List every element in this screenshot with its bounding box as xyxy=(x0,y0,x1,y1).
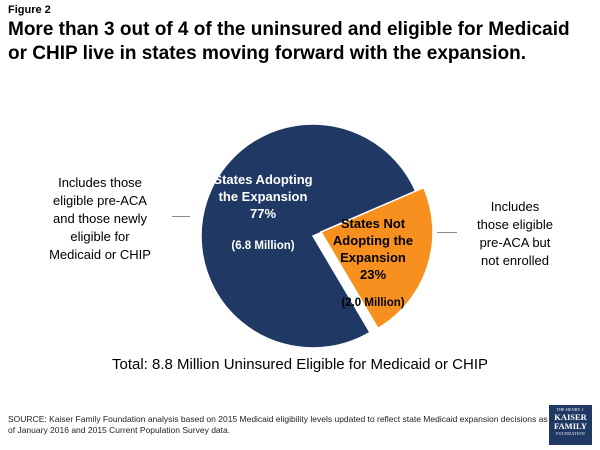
leader-line-left xyxy=(172,216,190,217)
annotation-right-line-3: pre-ACA but xyxy=(479,235,551,250)
logo-line-1: KAISER xyxy=(554,412,587,422)
annotation-right-line-2: those eligible xyxy=(477,217,553,232)
slice-2-count-label: (2.0 Million) xyxy=(341,297,404,309)
source-note: SOURCE: Kaiser Family Foundation analysi… xyxy=(8,414,548,435)
slice-1-label-line-1: States Adopting xyxy=(213,172,312,187)
annotation-left-line-4: eligible for xyxy=(70,229,130,244)
logo-line-2: FAMILY xyxy=(553,421,588,431)
logo-bottom-text: FOUNDATION xyxy=(556,431,585,436)
annotation-left: Includes those eligible pre-ACA and thos… xyxy=(30,174,170,264)
slice-1-count-label: (6.8 Million) xyxy=(231,240,294,252)
chart-title: More than 3 out of 4 of the uninsured an… xyxy=(8,18,593,66)
title-line-2: or CHIP live in states moving forward wi… xyxy=(8,43,527,64)
annotation-left-line-2: eligible pre-ACA xyxy=(53,193,147,208)
kff-logo: THE HENRY J. KAISER FAMILY FOUNDATION xyxy=(549,405,592,445)
slice-2-label-line-2: Adopting the xyxy=(333,233,413,248)
annotation-right-line-1: Includes xyxy=(490,199,540,214)
annotation-left-line-3: and those newly xyxy=(53,211,147,226)
logo-top-text: THE HENRY J. xyxy=(556,407,585,412)
annotation-right-line-4: not enrolled xyxy=(481,253,549,268)
slice-2-label-line-4: 23% xyxy=(360,267,386,282)
annotation-right: Includes those eligible pre-ACA but not … xyxy=(460,198,570,270)
figure-label: Figure 2 xyxy=(8,4,51,16)
pie-slice-2 xyxy=(319,186,434,330)
annotation-left-line-5: Medicaid or CHIP xyxy=(49,247,151,262)
slice-2-label-line-3: Expansion xyxy=(340,250,406,265)
slice-2-label-line-1: States Not xyxy=(341,216,406,231)
slice-1-label-line-2: the Expansion xyxy=(219,189,308,204)
slice-1-label-line-3: 77% xyxy=(250,206,276,221)
annotation-left-line-1: Includes those xyxy=(58,175,142,190)
pie-slice-1 xyxy=(200,123,417,349)
leader-line-right xyxy=(437,232,457,233)
total-label: Total: 8.8 Million Uninsured Eligible fo… xyxy=(112,356,488,373)
title-line-1: More than 3 out of 4 of the uninsured an… xyxy=(8,19,570,40)
